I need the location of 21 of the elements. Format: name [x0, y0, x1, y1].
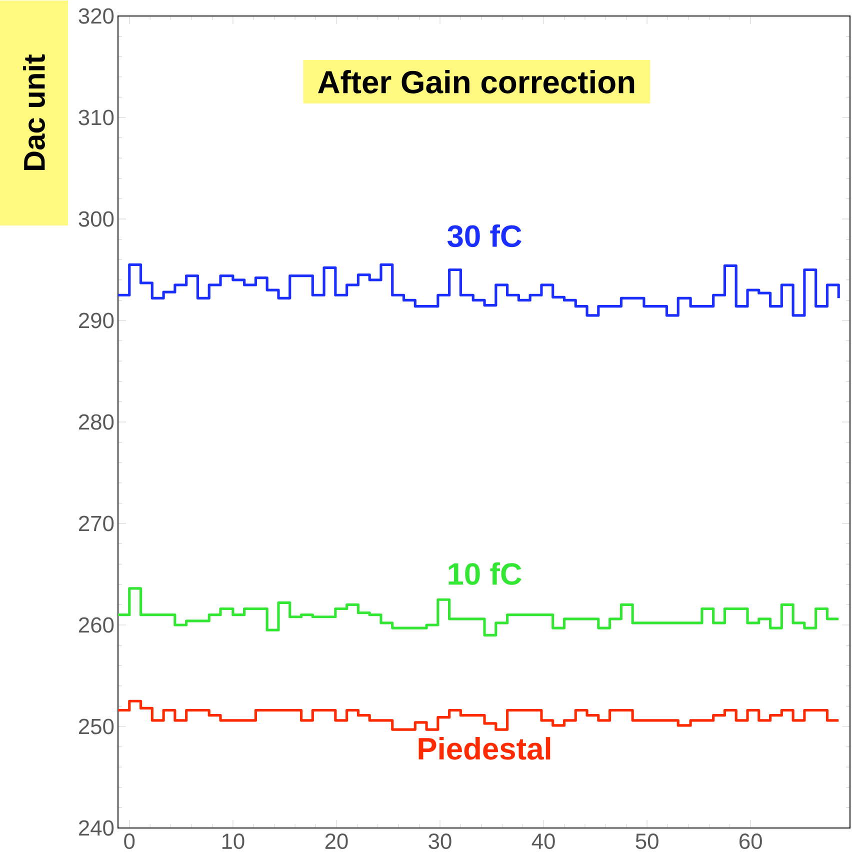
y-tick-label: 240: [79, 820, 114, 836]
y-tick-label: 280: [79, 414, 114, 430]
x-tick-label: 10: [222, 834, 244, 850]
y-tick-label: 270: [79, 516, 114, 532]
x-tick-label: 60: [740, 834, 762, 850]
y-tick-label: 290: [79, 312, 114, 328]
y-tick-label: 260: [79, 617, 114, 633]
series-label: 10 fC: [448, 562, 522, 585]
y-tick-label: 310: [78, 110, 114, 126]
y-tick-label: 320: [78, 8, 114, 24]
series-label: Piedestal: [418, 737, 550, 760]
x-tick-label: 40: [532, 834, 555, 850]
text: After Gain correction: [318, 70, 634, 94]
x-tick-label: 30: [428, 834, 452, 850]
x-tick-label: 20: [325, 834, 348, 850]
x-tick-label: 50: [636, 834, 658, 850]
y-axis-title: Dac unit: [23, 54, 45, 170]
y-tick-label: 300: [78, 211, 114, 227]
x-tick-label: 0: [124, 834, 135, 850]
y-tick-label: 250: [79, 718, 114, 734]
series-label: 30 fC: [447, 224, 522, 248]
